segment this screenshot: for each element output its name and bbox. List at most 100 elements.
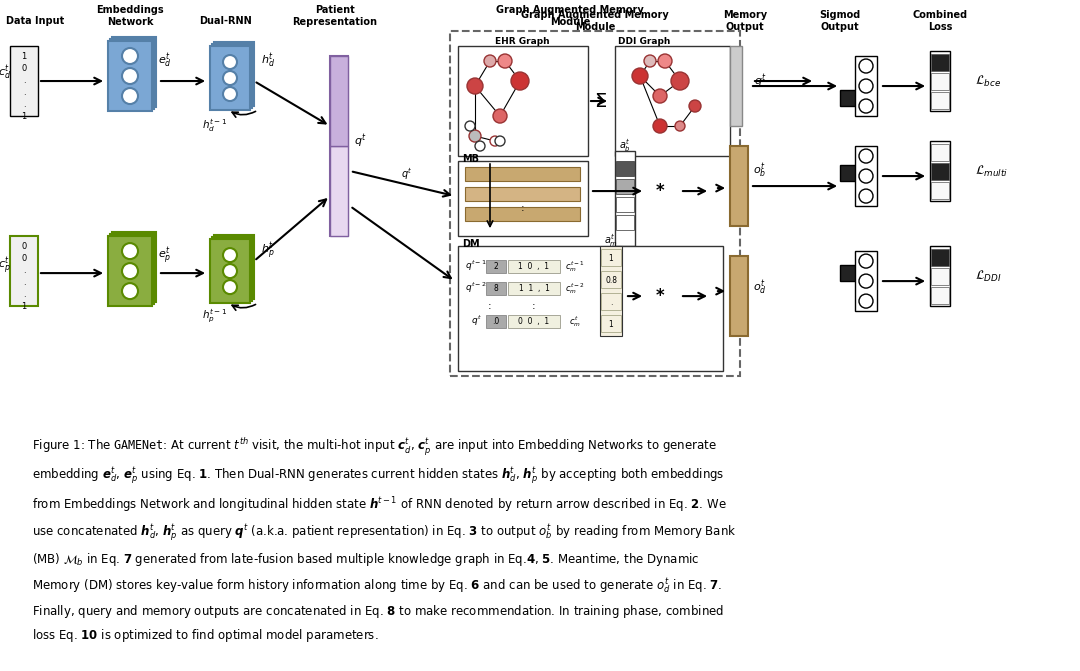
- Bar: [616, 197, 634, 212]
- Circle shape: [475, 141, 485, 151]
- Text: 0: 0: [22, 64, 27, 72]
- Text: 1: 1: [22, 111, 27, 121]
- Bar: [615, 151, 635, 246]
- Circle shape: [122, 283, 138, 299]
- Bar: [600, 249, 621, 266]
- Circle shape: [653, 89, 667, 103]
- Text: 1: 1: [609, 254, 613, 262]
- Bar: [855, 56, 877, 116]
- Bar: [931, 163, 949, 180]
- Bar: [931, 54, 949, 71]
- Bar: [840, 265, 856, 281]
- Bar: [616, 215, 634, 230]
- Circle shape: [859, 99, 873, 113]
- Circle shape: [675, 121, 685, 131]
- Text: $q^t$: $q^t$: [402, 166, 413, 182]
- Circle shape: [653, 119, 667, 133]
- Text: .: .: [23, 76, 25, 85]
- Circle shape: [222, 71, 237, 85]
- Text: $h_p^t$: $h_p^t$: [261, 240, 274, 262]
- Text: 0  0  ,  1: 0 0 , 1: [518, 317, 550, 325]
- Bar: [508, 315, 561, 328]
- Bar: [600, 293, 621, 310]
- Bar: [110, 234, 154, 304]
- Bar: [840, 165, 856, 181]
- Bar: [840, 90, 856, 106]
- Text: $q^{t-2}$: $q^{t-2}$: [465, 281, 487, 295]
- Bar: [855, 146, 877, 206]
- Text: Embeddings
Network: Embeddings Network: [96, 5, 164, 27]
- Text: *: *: [656, 182, 664, 200]
- Circle shape: [859, 149, 873, 163]
- Text: .: .: [23, 278, 25, 287]
- Text: $c_m^{t-2}$: $c_m^{t-2}$: [565, 280, 585, 295]
- Bar: [930, 51, 950, 111]
- Bar: [730, 146, 748, 226]
- Bar: [330, 56, 348, 146]
- Text: Data Input: Data Input: [5, 16, 64, 26]
- Bar: [458, 161, 588, 236]
- Text: .: .: [23, 290, 25, 299]
- Bar: [212, 44, 252, 108]
- Circle shape: [465, 121, 475, 131]
- Bar: [108, 236, 152, 306]
- Circle shape: [859, 294, 873, 308]
- Bar: [730, 256, 748, 336]
- Bar: [465, 187, 580, 201]
- Text: 1: 1: [22, 52, 27, 60]
- Bar: [450, 31, 740, 376]
- Text: .: .: [23, 99, 25, 109]
- Text: 1  1  ,  1: 1 1 , 1: [518, 284, 550, 293]
- Text: $e_d^t$: $e_d^t$: [158, 52, 172, 70]
- Bar: [615, 46, 730, 156]
- Circle shape: [859, 169, 873, 183]
- Circle shape: [859, 254, 873, 268]
- Bar: [855, 251, 877, 311]
- Text: $q^{t-1}$: $q^{t-1}$: [465, 259, 487, 273]
- Bar: [931, 249, 949, 266]
- Text: $q^t$: $q^t$: [471, 314, 482, 328]
- Text: .: .: [610, 298, 612, 307]
- Bar: [214, 42, 254, 106]
- Text: 0: 0: [22, 254, 27, 262]
- Text: Sigmod
Output: Sigmod Output: [820, 10, 861, 32]
- Bar: [10, 236, 38, 306]
- Circle shape: [222, 87, 237, 101]
- Circle shape: [859, 59, 873, 73]
- Circle shape: [498, 54, 512, 68]
- Text: MB: MB: [462, 154, 480, 164]
- Bar: [330, 146, 348, 236]
- Circle shape: [644, 55, 656, 67]
- Bar: [112, 37, 156, 107]
- Text: $q^t$: $q^t$: [353, 132, 366, 150]
- Circle shape: [122, 243, 138, 259]
- Text: :: :: [522, 203, 525, 213]
- Text: $a_b^t$: $a_b^t$: [619, 138, 631, 154]
- Text: $c_m^{t-1}$: $c_m^{t-1}$: [565, 258, 584, 274]
- Bar: [486, 282, 507, 295]
- Text: Graph Augmented Memory
Module: Graph Augmented Memory Module: [522, 10, 669, 32]
- Bar: [110, 39, 154, 109]
- Bar: [112, 232, 156, 302]
- Circle shape: [511, 72, 529, 90]
- Circle shape: [859, 274, 873, 288]
- Bar: [210, 239, 249, 303]
- Text: Graph Augmented Memory
Module: Graph Augmented Memory Module: [496, 5, 644, 27]
- Text: 2: 2: [494, 262, 498, 270]
- Circle shape: [495, 136, 505, 146]
- Bar: [210, 46, 249, 110]
- Text: Combined
Loss: Combined Loss: [913, 10, 968, 32]
- Circle shape: [658, 54, 672, 68]
- Bar: [616, 179, 634, 194]
- Text: $h_d^{t-1}$: $h_d^{t-1}$: [202, 117, 228, 134]
- Text: Dual-RNN: Dual-RNN: [199, 16, 252, 26]
- Circle shape: [122, 263, 138, 279]
- Bar: [930, 246, 950, 306]
- Bar: [931, 268, 949, 285]
- Text: $\mathcal{L}_{DDI}$: $\mathcal{L}_{DDI}$: [975, 268, 1001, 284]
- Text: EHR Graph: EHR Graph: [495, 36, 550, 46]
- Text: $e_p^t$: $e_p^t$: [159, 246, 172, 266]
- Text: $q^t$: $q^t$: [754, 72, 767, 90]
- Bar: [931, 182, 949, 199]
- Text: $o_b^t$: $o_b^t$: [754, 162, 767, 180]
